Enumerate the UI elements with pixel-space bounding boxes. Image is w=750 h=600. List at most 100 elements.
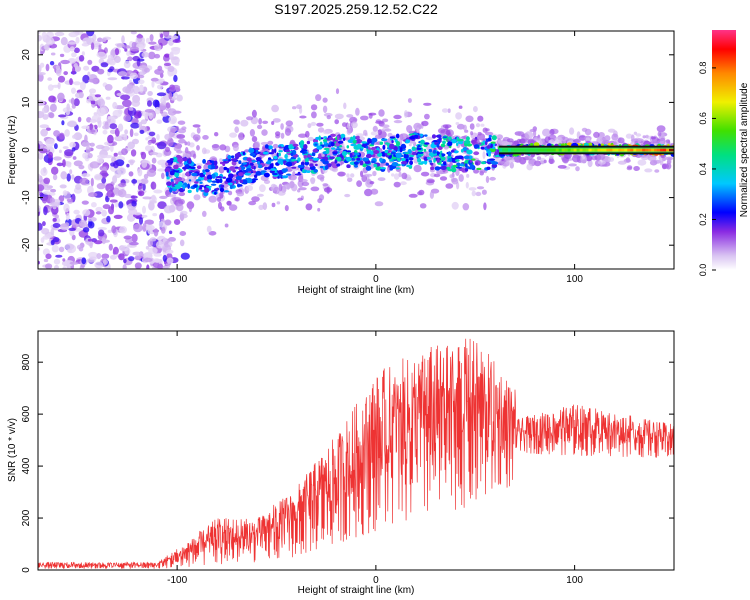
heatmap-noise-blob — [140, 151, 147, 160]
heatmap-ridge-blob — [177, 158, 184, 163]
heatmap-ridge-blob — [306, 140, 311, 145]
heatmap-noise-blob — [131, 118, 139, 125]
heatmap-ridge-blob — [439, 156, 446, 161]
heatmap-noise-blob — [132, 138, 139, 145]
heatmap-ridge-blob — [403, 153, 409, 159]
heatmap-halo-blob — [506, 138, 514, 143]
heatmap-noise-blob — [122, 99, 132, 108]
heatmap-noise-blob — [109, 144, 114, 152]
heatmap-halo-blob — [656, 125, 666, 133]
heatmap-halo-blob — [251, 109, 257, 118]
heatmap-ridge-cell — [645, 148, 649, 152]
heatmap-noise-blob — [107, 134, 114, 144]
heatmap-ytick-label: -20 — [21, 238, 32, 253]
heatmap-halo-blob — [315, 94, 322, 102]
heatmap-halo-blob — [208, 195, 217, 203]
heatmap-ridge-blob — [447, 151, 452, 157]
heatmap-ridge-blob — [188, 166, 192, 169]
heatmap-noise-blob — [64, 243, 75, 250]
heatmap-noise-blob — [64, 129, 70, 137]
heatmap-ridge-cell — [514, 148, 518, 152]
heatmap-halo-blob — [246, 185, 253, 192]
heatmap-halo-blob — [574, 138, 580, 144]
heatmap-ridge-blob — [303, 154, 307, 159]
colorbar-tick-label: 0.6 — [698, 112, 708, 125]
heatmap-ridge-blob — [242, 151, 246, 156]
heatmap-ridge-blob — [307, 155, 312, 158]
heatmap-halo-blob — [462, 124, 467, 131]
heatmap-noise-blob — [160, 33, 164, 38]
heatmap-noise-blob — [51, 245, 59, 253]
heatmap-noise-blob — [135, 36, 146, 45]
heatmap-ridge-blob — [270, 168, 276, 171]
heatmap-noise-blob — [81, 125, 90, 130]
heatmap-ridge-blob — [302, 168, 305, 173]
heatmap-noise-blob — [96, 253, 102, 260]
heatmap-ridge-blob — [494, 151, 498, 154]
heatmap-halo-blob — [291, 183, 298, 192]
colorbar-ticks: 0.0 0.2 0.4 0.6 0.8 — [698, 62, 716, 276]
heatmap-noise-blob — [146, 97, 154, 102]
colorbar: 0.0 0.2 0.4 0.6 0.8 Normalized spectral ampl… — [698, 30, 750, 276]
heatmap-noise-blob — [73, 81, 81, 86]
heatmap-ridge-blob — [412, 151, 417, 156]
heatmap-halo-blob — [482, 127, 488, 133]
heatmap-ridge-blob — [473, 151, 480, 155]
heatmap-ridge-blob — [323, 136, 328, 139]
heatmap-halo-blob — [257, 124, 263, 130]
heatmap-ridge-blob — [206, 174, 213, 180]
heatmap-halo-blob — [468, 187, 477, 191]
heatmap-noise-blob — [130, 31, 137, 35]
heatmap-ridge-blob — [168, 162, 171, 166]
heatmap-halo-blob — [524, 131, 534, 139]
heatmap-ridge-blob — [371, 137, 378, 143]
heatmap-noise-blob — [151, 137, 157, 144]
heatmap-ridge-blob — [391, 162, 399, 167]
heatmap-ridge-blob — [465, 136, 470, 141]
heatmap-noise-blob — [134, 262, 142, 269]
heatmap-ridge-blob — [263, 172, 270, 178]
heatmap-ridge-cell — [549, 148, 553, 152]
heatmap-halo-blob — [347, 177, 353, 183]
heatmap-ytick-label: 20 — [21, 49, 32, 61]
heatmap-halo-blob — [244, 149, 250, 153]
heatmap-halo-blob — [258, 204, 264, 211]
heatmap-ridge-blob — [492, 146, 496, 150]
heatmap-halo-blob — [360, 170, 364, 177]
heatmap-ridge-blob — [435, 134, 442, 138]
heatmap-halo-blob — [310, 186, 320, 192]
heatmap-noise-blob — [139, 84, 144, 93]
colorbar-gradient — [712, 30, 736, 270]
heatmap-noise-blob — [114, 135, 124, 142]
heatmap-ridge-blob — [395, 152, 402, 159]
heatmap-noise-blob — [130, 195, 138, 199]
heatmap-noise-blob — [154, 68, 164, 75]
heatmap-xtick-label: -100 — [167, 274, 187, 285]
heatmap-noise-blob — [109, 199, 118, 203]
heatmap-halo-blob — [273, 186, 280, 195]
heatmap-halo-blob — [364, 188, 373, 197]
heatmap-halo-blob — [251, 136, 258, 143]
heatmap-noise-blob — [151, 80, 155, 88]
heatmap-ridge-blob — [229, 185, 233, 190]
heatmap-noise-blob — [48, 151, 53, 159]
heatmap-ridge-blob — [268, 157, 272, 161]
heatmap-halo-blob — [323, 187, 333, 193]
heatmap-noise-blob — [69, 261, 79, 265]
heatmap-noise-blob — [109, 123, 118, 130]
heatmap-ridge-blob — [226, 167, 230, 173]
heatmap-ridge-blob — [284, 154, 288, 159]
heatmap-ridge-blob — [390, 151, 396, 155]
heatmap-ridge-blob — [166, 181, 172, 186]
heatmap-halo-blob — [477, 115, 484, 122]
heatmap-halo-blob — [471, 190, 476, 197]
heatmap-noise-blob — [42, 114, 49, 120]
heatmap-ridge-blob — [420, 139, 425, 145]
heatmap-ridge-blob — [420, 161, 426, 164]
heatmap-noise-blob — [142, 205, 146, 214]
heatmap-halo-blob — [208, 231, 217, 236]
heatmap-noise-blob — [128, 171, 134, 177]
heatmap-noise-blob — [94, 261, 104, 269]
heatmap-halo-blob — [262, 120, 269, 125]
